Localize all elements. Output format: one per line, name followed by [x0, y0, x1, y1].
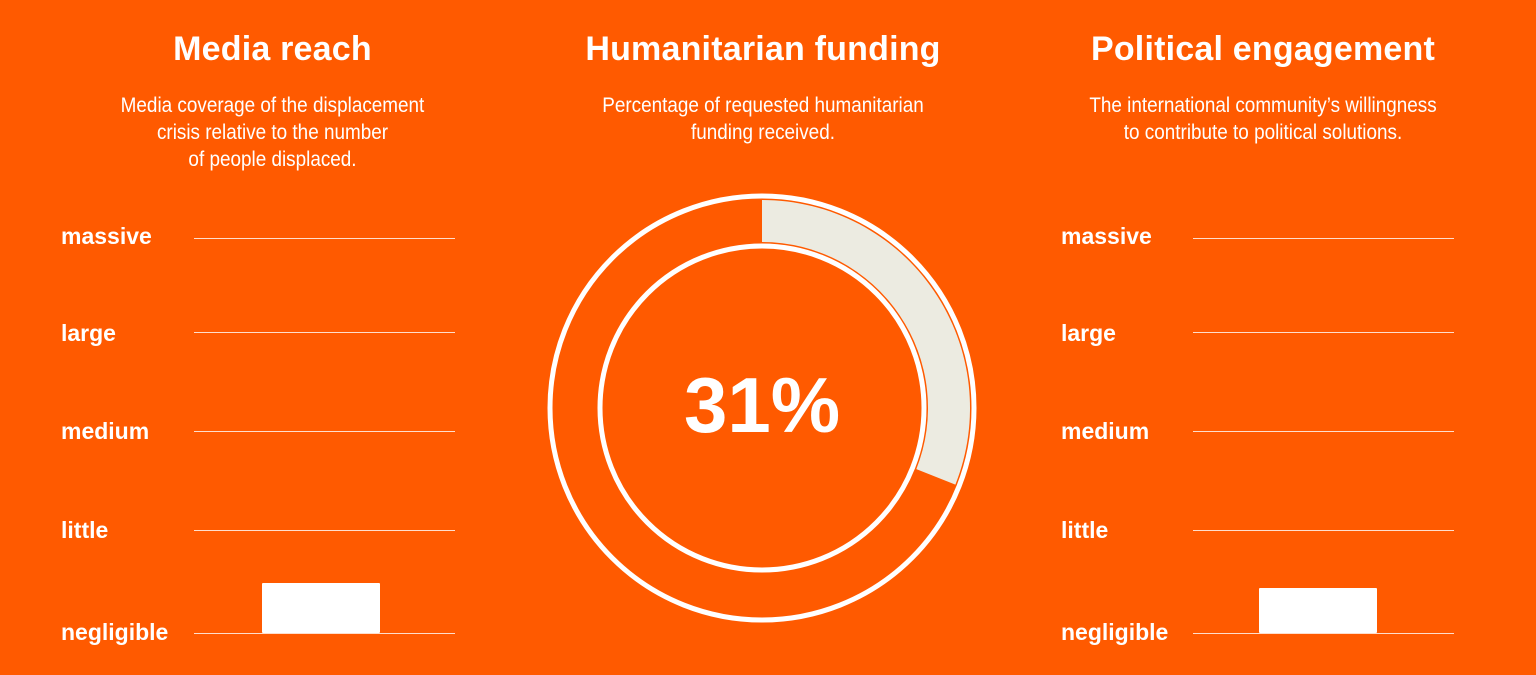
media-reach-panel: Media reach Media coverage of the displa… — [0, 0, 545, 675]
level-label-massive: massive — [1061, 223, 1152, 249]
subtitle-line: The international community’s willingnes… — [1089, 94, 1437, 117]
subtitle-line: Media coverage of the displacement — [120, 94, 425, 117]
level-label-massive: massive — [61, 223, 152, 249]
donut-value-label: 31% — [684, 361, 840, 449]
subtitle-line: Percentage of requested humanitarian — [602, 94, 924, 117]
level-line-large — [1193, 332, 1454, 333]
subtitle-line: funding received. — [691, 121, 835, 144]
level-line-medium — [194, 431, 455, 432]
humanitarian-funding-title: Humanitarian funding — [585, 30, 941, 68]
humanitarian-funding-subtitle: Percentage of requested humanitarian fun… — [543, 92, 984, 146]
level-label-negligible: negligible — [1061, 619, 1169, 645]
media-reach-subtitle: Media coverage of the displacement crisi… — [27, 92, 518, 173]
donut-outer-ring — [547, 193, 977, 623]
political-engagement-bar — [1259, 588, 1377, 633]
level-label-little: little — [1061, 517, 1109, 543]
level-line-little — [1193, 530, 1454, 531]
subtitle-line: of people displaced. — [188, 148, 357, 171]
level-line-large — [194, 332, 455, 333]
level-label-little: little — [61, 517, 109, 543]
level-label-large: large — [61, 320, 116, 346]
political-engagement-subtitle: The international community’s willingnes… — [1017, 92, 1508, 146]
level-label-large: large — [1061, 320, 1116, 346]
level-line-negligible — [194, 633, 455, 634]
donut-inner-ring — [597, 243, 927, 573]
level-label-negligible: negligible — [61, 619, 169, 645]
media-reach-title: Media reach — [173, 30, 372, 68]
level-line-negligible — [1193, 633, 1454, 634]
donut-funded-slice — [762, 200, 970, 485]
level-label-medium: medium — [1061, 418, 1150, 444]
media-reach-bar — [262, 583, 380, 633]
level-line-medium — [1193, 431, 1454, 432]
level-line-little — [194, 530, 455, 531]
subtitle-line: to contribute to political solutions. — [1123, 121, 1403, 144]
political-engagement-title: Political engagement — [1090, 30, 1436, 68]
subtitle-line: crisis relative to the number — [156, 121, 389, 144]
political-engagement-panel: Political engagement The international c… — [990, 0, 1536, 675]
level-line-massive — [1193, 238, 1454, 239]
level-label-medium: medium — [61, 418, 150, 444]
humanitarian-funding-panel: Humanitarian funding Percentage of reque… — [518, 0, 1008, 675]
level-line-massive — [194, 238, 455, 239]
